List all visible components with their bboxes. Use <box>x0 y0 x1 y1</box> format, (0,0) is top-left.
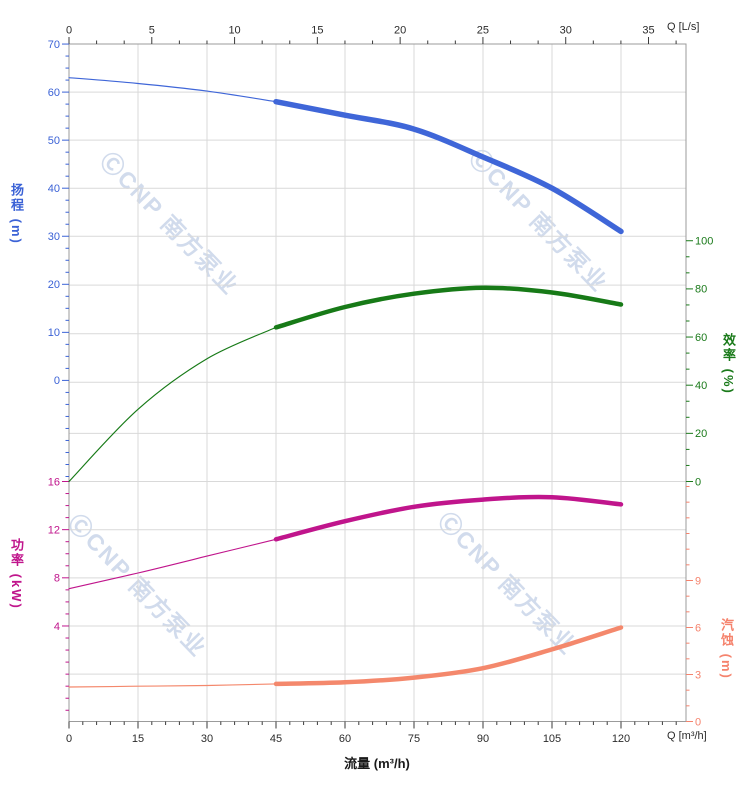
svg-text:40: 40 <box>48 183 60 195</box>
npsh-curve <box>68 625 624 688</box>
bottom-axis-unit-label: Q [m³/h] <box>667 730 707 742</box>
svg-text:30: 30 <box>560 25 572 37</box>
svg-text:10: 10 <box>48 327 60 339</box>
svg-text:105: 105 <box>543 733 561 745</box>
power-tick-labels: 16 12 8 4 <box>48 476 60 632</box>
power-curve <box>68 494 624 590</box>
svg-text:80: 80 <box>695 284 707 296</box>
svg-text:60: 60 <box>695 332 707 344</box>
svg-text:15: 15 <box>311 25 323 37</box>
bottom-axis-labels: 0 15 30 45 60 75 90 105 120 <box>66 733 630 745</box>
svg-text:0: 0 <box>695 476 701 488</box>
npsh-axis-title: 汽蚀 (m) <box>719 618 734 680</box>
svg-text:4: 4 <box>54 621 60 633</box>
svg-text:60: 60 <box>339 733 351 745</box>
head-axis-title: 扬程 (m) <box>9 183 24 245</box>
plot-border <box>68 43 687 722</box>
h-gridlines <box>69 43 686 675</box>
head-curve <box>68 77 624 235</box>
top-axis-unit-label: Q [L/s] <box>667 21 700 33</box>
top-axis-ticks <box>68 37 677 44</box>
svg-text:20: 20 <box>394 25 406 37</box>
svg-text:60: 60 <box>48 87 60 99</box>
power-axis-title: 功率 (kW) <box>9 538 24 610</box>
svg-text:120: 120 <box>612 733 630 745</box>
svg-text:15: 15 <box>132 733 144 745</box>
svg-text:6: 6 <box>695 622 701 634</box>
svg-text:0: 0 <box>66 25 72 37</box>
svg-text:40: 40 <box>695 380 707 392</box>
svg-text:20: 20 <box>48 279 60 291</box>
svg-text:35: 35 <box>642 25 654 37</box>
svg-text:30: 30 <box>201 733 213 745</box>
x-axis-title: 流量 (m³/h) <box>344 756 410 771</box>
svg-text:70: 70 <box>48 39 60 51</box>
svg-text:12: 12 <box>48 524 60 536</box>
svg-text:16: 16 <box>48 476 60 488</box>
svg-text:0: 0 <box>54 375 60 387</box>
svg-text:90: 90 <box>477 733 489 745</box>
v-gridlines <box>137 44 622 722</box>
eff-axis-title: 效率 (%) <box>721 333 736 395</box>
svg-text:3: 3 <box>695 669 701 681</box>
left-axis-ticks <box>62 43 69 711</box>
eff-tick-labels: 100 80 60 40 20 0 <box>695 236 713 489</box>
npsh-tick-labels: 9 6 3 0 <box>695 575 701 728</box>
svg-text:8: 8 <box>54 573 60 585</box>
svg-text:20: 20 <box>695 428 707 440</box>
svg-text:9: 9 <box>695 575 701 587</box>
svg-text:5: 5 <box>149 25 155 37</box>
svg-text:50: 50 <box>48 135 60 147</box>
svg-text:30: 30 <box>48 231 60 243</box>
svg-text:25: 25 <box>477 25 489 37</box>
svg-text:100: 100 <box>695 236 713 248</box>
right-axis-ticks <box>686 240 693 722</box>
svg-text:0: 0 <box>695 716 701 728</box>
svg-text:0: 0 <box>66 733 72 745</box>
top-axis-labels: 0 5 10 15 20 25 30 35 <box>66 25 655 37</box>
eff-curve <box>68 285 624 483</box>
svg-text:75: 75 <box>408 733 420 745</box>
head-tick-labels: 70 60 50 40 30 20 10 0 <box>48 39 60 387</box>
svg-text:45: 45 <box>270 733 282 745</box>
bottom-axis-ticks <box>68 721 677 729</box>
svg-text:10: 10 <box>228 25 240 37</box>
